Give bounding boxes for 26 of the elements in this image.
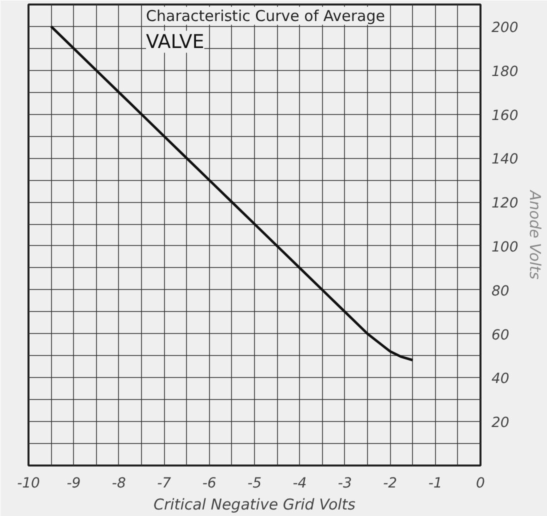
x-tick-label: -10 [17,476,40,492]
y-tick-label: 140 [492,152,518,168]
y-tick-label: 60 [492,327,510,344]
chart-title: Characteristic Curve of Average [146,6,385,25]
x-tick-label: -2 [383,476,398,492]
x-tick-label: -7 [157,476,172,492]
y-tick-label: 20 [492,415,510,432]
y-tick-label: 160 [492,108,518,124]
y-tick-label: 180 [492,64,518,80]
y-tick-label: 40 [492,371,510,388]
y-tick-label: 80 [492,283,510,300]
y-tick-label: 100 [492,239,518,256]
x-tick-label: -5 [248,476,262,492]
y-axis-title: Anode Volts [526,190,544,280]
y-tick-label: 200 [492,20,518,36]
x-tick-label: -9 [66,476,81,492]
x-tick-label: -1 [428,476,442,492]
x-tick-label: -6 [202,476,216,492]
x-axis-title: Critical Negative Grid Volts [154,496,356,514]
y-tick-label: 120 [492,196,518,212]
x-tick-label: -4 [292,476,307,492]
text: VALVE [146,30,204,53]
x-tick-label: 0 [476,476,486,492]
line-series [50,25,414,362]
x-tick-label: -8 [112,476,126,492]
x-tick-label: -3 [338,476,352,492]
